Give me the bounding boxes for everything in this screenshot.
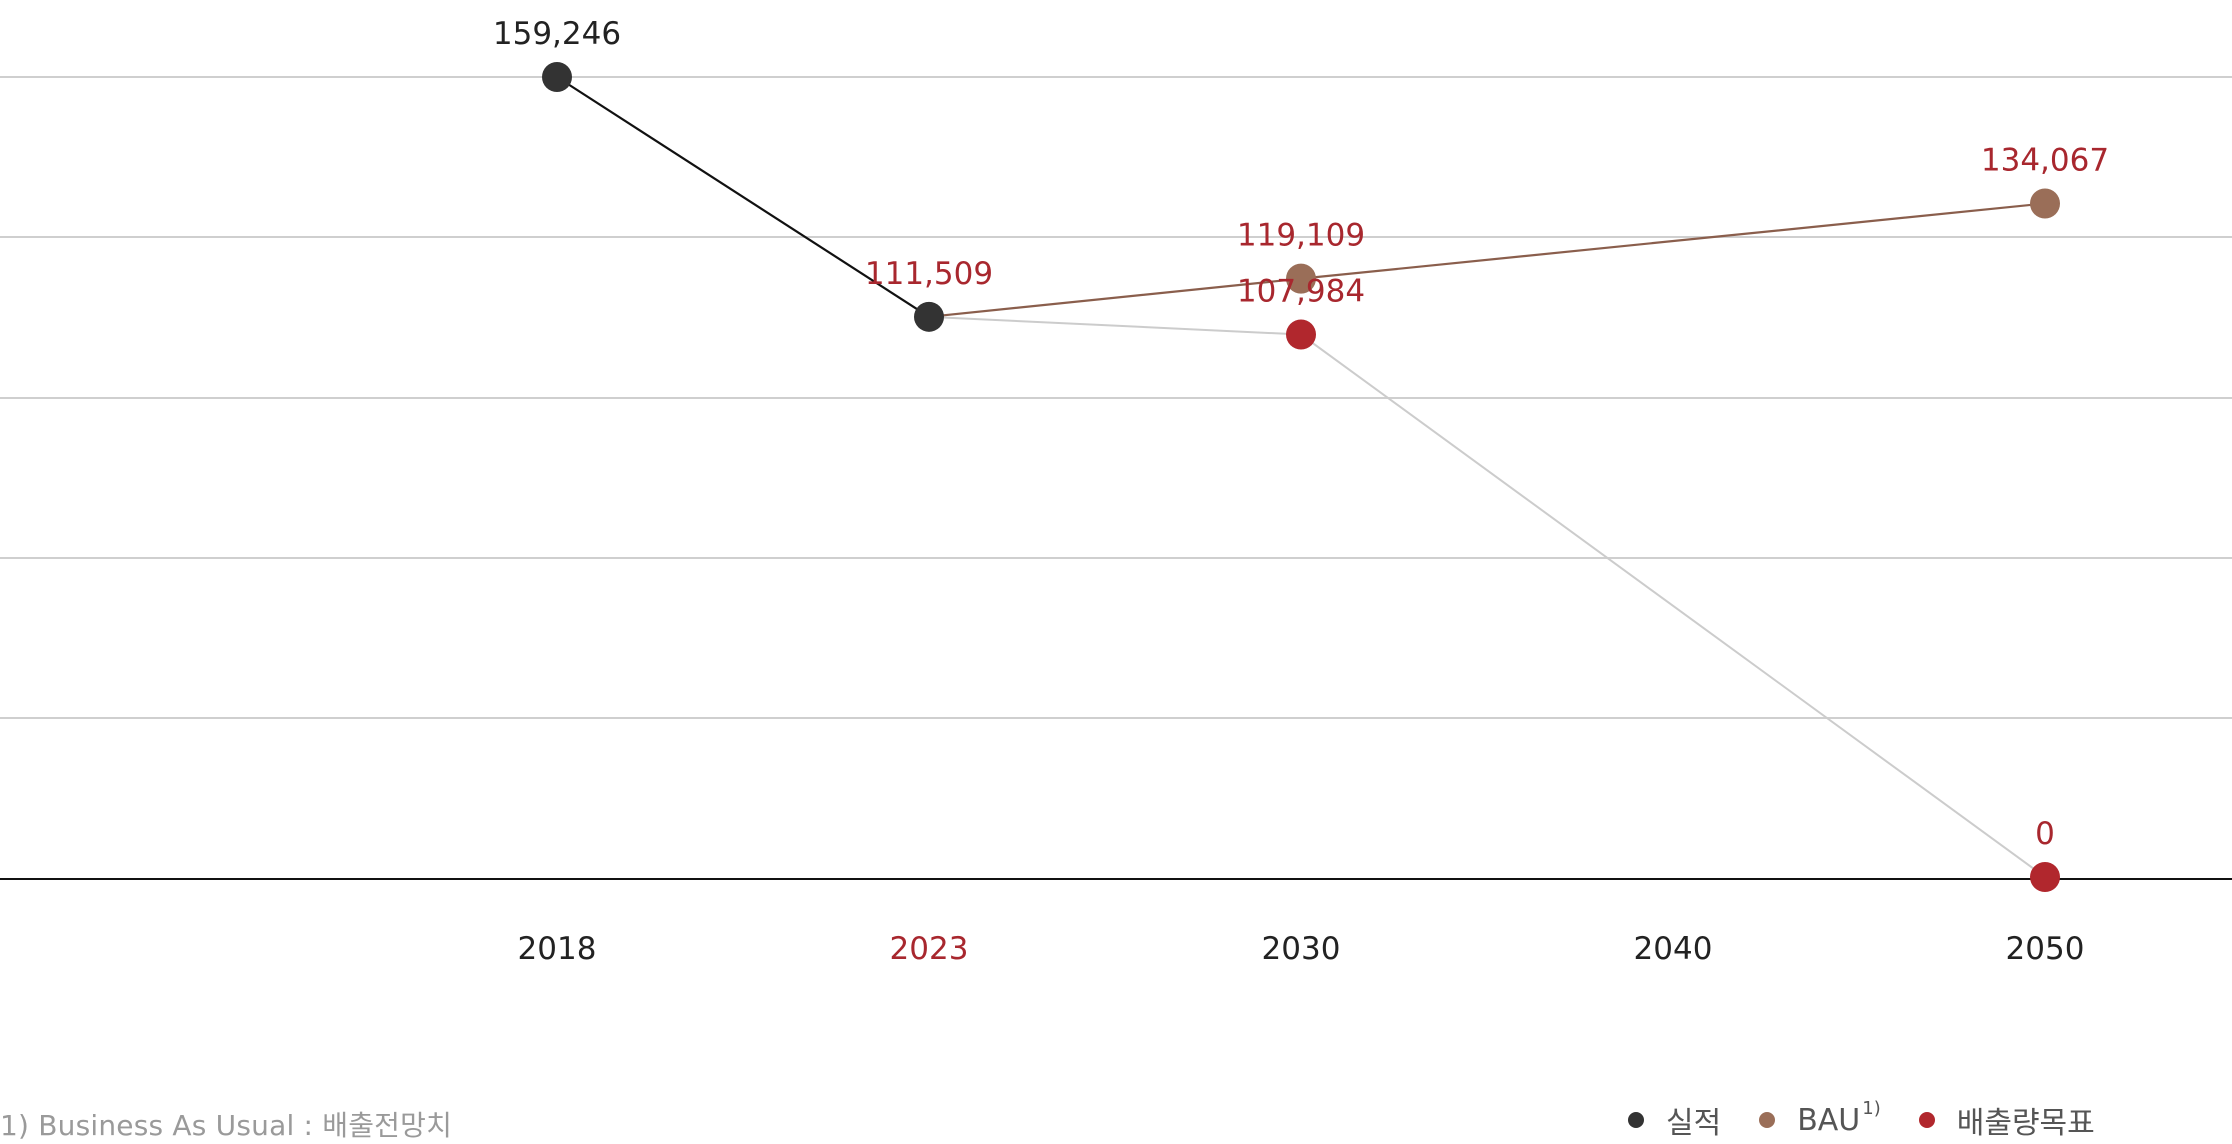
- legend-label-target: 배출량목표: [1956, 1106, 2095, 1141]
- series-lines: [556, 76, 2046, 878]
- x-tick-2040: 2040: [1634, 931, 1713, 967]
- data-label-actual-2023: 111,509: [865, 256, 993, 292]
- series-line-target: [928, 315, 2046, 878]
- series-line-bau: [928, 202, 2046, 318]
- legend-item-target: 배출량목표: [1918, 1098, 2095, 1142]
- legend: 실적 BAU 1) 배출량목표: [1628, 1098, 2095, 1142]
- series-line-actual: [556, 76, 930, 318]
- legend-label-actual: 실적: [1666, 1106, 1722, 1141]
- data-label-actual-2018: 159,246: [493, 16, 621, 52]
- x-tick-2050: 2050: [2006, 931, 2085, 967]
- point-target-2030: [1286, 319, 1316, 350]
- legend-dot-actual-icon: [1628, 1112, 1644, 1128]
- point-actual-2023: [914, 301, 944, 332]
- data-labels: 159,246 111,509 119,109 134,067 107,984 0: [493, 16, 2109, 852]
- point-target-2050: [2030, 862, 2060, 892]
- data-label-target-2030: 107,984: [1237, 274, 1365, 310]
- legend-dot-target-icon: [1918, 1112, 1935, 1128]
- data-label-bau-2030: 119,109: [1237, 218, 1365, 254]
- legend-label-bau: BAU: [1797, 1102, 1861, 1138]
- legend-item-actual: 실적: [1628, 1098, 1721, 1142]
- point-bau-2050: [2030, 188, 2060, 219]
- point-actual-2018: [542, 62, 572, 92]
- legend-item-bau: BAU 1): [1759, 1098, 1881, 1138]
- data-label-bau-2050: 134,067: [1981, 142, 2109, 178]
- data-label-target-2050: 0: [2035, 816, 2055, 852]
- x-tick-2018: 2018: [518, 931, 597, 967]
- x-axis-ticks: 2018 2023 2030 2040 2050: [518, 931, 2085, 967]
- x-tick-2030: 2030: [1262, 931, 1341, 967]
- gridlines: [0, 76, 2232, 880]
- footnote: 1) Business As Usual : 배출전망치: [0, 1109, 453, 1142]
- point-bau-2030: [1286, 263, 1316, 294]
- series-points: [542, 62, 2060, 892]
- x-tick-2023: 2023: [890, 931, 969, 967]
- legend-dot-bau-icon: [1759, 1112, 1776, 1128]
- legend-footnote-marker: 1): [1862, 1097, 1881, 1119]
